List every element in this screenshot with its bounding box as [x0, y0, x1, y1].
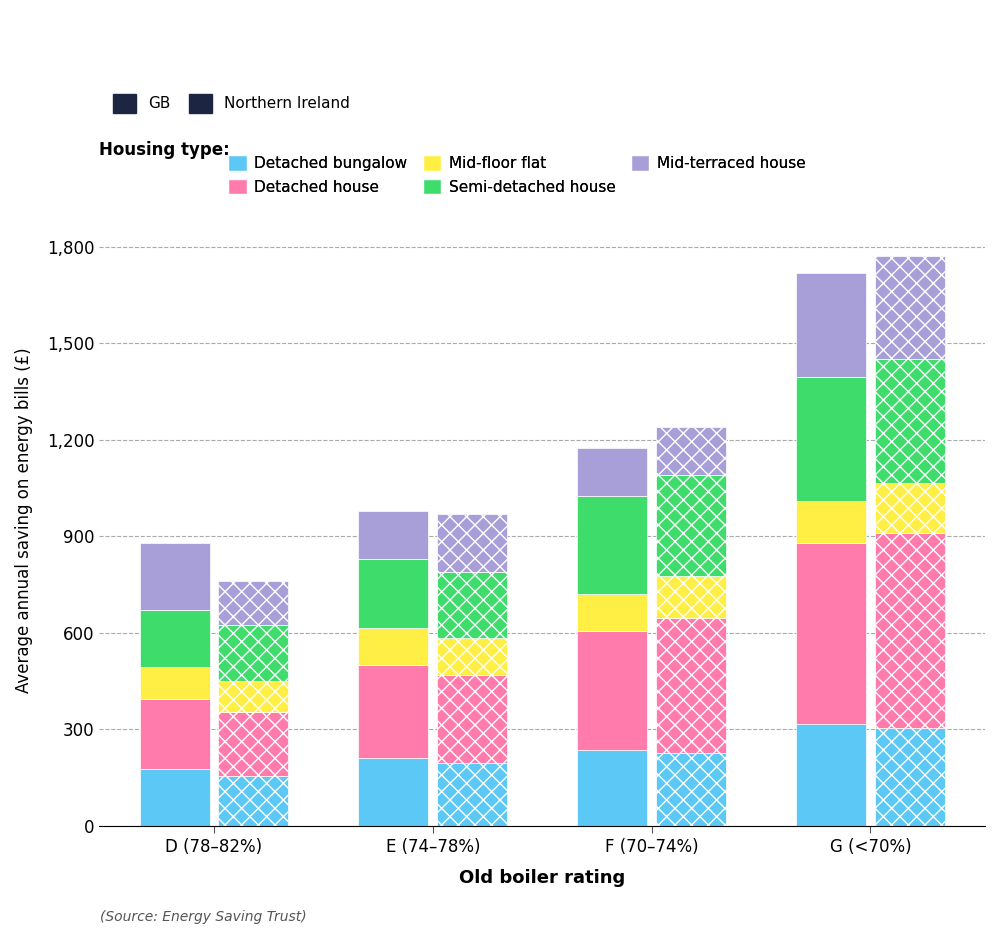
Bar: [656, 475, 726, 576]
Bar: [358, 759, 428, 825]
Bar: [796, 725, 866, 825]
Bar: [875, 728, 945, 825]
Bar: [437, 572, 507, 637]
Bar: [577, 447, 647, 496]
Bar: [577, 631, 647, 750]
Bar: [796, 377, 866, 501]
Bar: [656, 427, 726, 475]
Bar: [358, 665, 428, 759]
Text: (Source: Energy Saving Trust): (Source: Energy Saving Trust): [100, 910, 307, 924]
Bar: [656, 619, 726, 753]
Bar: [140, 666, 210, 698]
Bar: [218, 776, 288, 825]
Bar: [218, 681, 288, 712]
Bar: [796, 273, 866, 377]
Bar: [140, 698, 210, 770]
Bar: [656, 753, 726, 825]
Bar: [358, 628, 428, 665]
Bar: [218, 712, 288, 776]
Bar: [577, 750, 647, 825]
Bar: [656, 576, 726, 619]
Bar: [577, 496, 647, 594]
Y-axis label: Average annual saving on energy bills (£): Average annual saving on energy bills (£…: [15, 348, 33, 693]
Bar: [140, 610, 210, 666]
Bar: [437, 514, 507, 572]
Bar: [140, 770, 210, 825]
Bar: [358, 510, 428, 558]
Bar: [875, 359, 945, 483]
Bar: [140, 542, 210, 610]
Bar: [796, 501, 866, 542]
Bar: [577, 594, 647, 631]
Bar: [875, 533, 945, 728]
Legend: Detached bungalow, Detached house, Mid-floor flat, Semi-detached house, Mid-terr: Detached bungalow, Detached house, Mid-f…: [222, 149, 812, 201]
Bar: [218, 581, 288, 625]
Bar: [218, 625, 288, 681]
Bar: [437, 763, 507, 825]
Bar: [437, 637, 507, 675]
X-axis label: Old boiler rating: Old boiler rating: [459, 870, 625, 887]
Bar: [358, 558, 428, 628]
Bar: [875, 257, 945, 359]
Bar: [875, 483, 945, 533]
Text: Housing type:: Housing type:: [99, 141, 230, 160]
Bar: [437, 675, 507, 763]
Bar: [796, 542, 866, 725]
